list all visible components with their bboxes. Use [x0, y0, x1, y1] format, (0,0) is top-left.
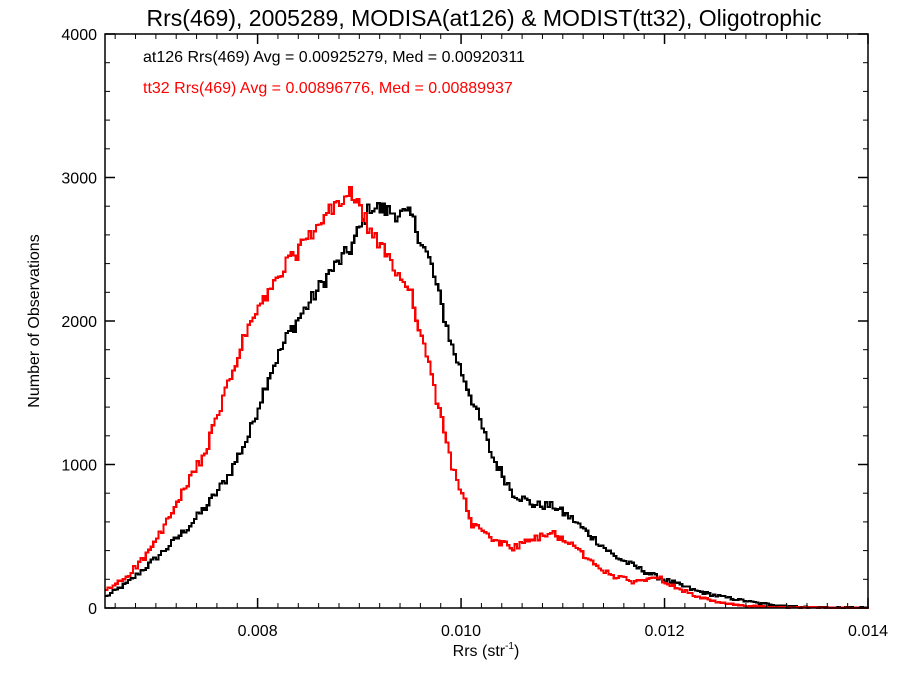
- chart-title: Rrs(469), 2005289, MODISA(at126) & MODIS…: [147, 5, 822, 31]
- x-tick-label: 0.008: [238, 623, 278, 640]
- x-axis-label: Rrs (str-1): [453, 641, 520, 660]
- y-tick-label: 4000: [61, 27, 97, 44]
- y-tick-label: 1000: [61, 458, 97, 475]
- y-tick-label: 3000: [61, 171, 97, 188]
- y-axis-label: Number of Observations: [26, 234, 43, 407]
- series-layer: [105, 186, 870, 610]
- x-tick-label: 0.014: [848, 623, 888, 640]
- y-axis: 0 1000 2000 3000 4000: [61, 27, 868, 618]
- y-tick-label: 0: [88, 601, 97, 618]
- series-at126-line: [105, 202, 870, 610]
- x-axis: 0.008 0.010 0.012 0.014: [114, 34, 888, 640]
- y-tick-label: 2000: [61, 314, 97, 331]
- annotation-at126-stats: at126 Rrs(469) Avg = 0.00925279, Med = 0…: [143, 49, 525, 66]
- x-tick-label: 0.010: [441, 623, 481, 640]
- x-tick-label: 0.012: [645, 623, 685, 640]
- annotation-tt32-stats: tt32 Rrs(469) Avg = 0.00896776, Med = 0.…: [143, 80, 513, 97]
- x-axis-label-superscript: -1: [505, 641, 514, 652]
- series-tt32-line: [105, 186, 870, 610]
